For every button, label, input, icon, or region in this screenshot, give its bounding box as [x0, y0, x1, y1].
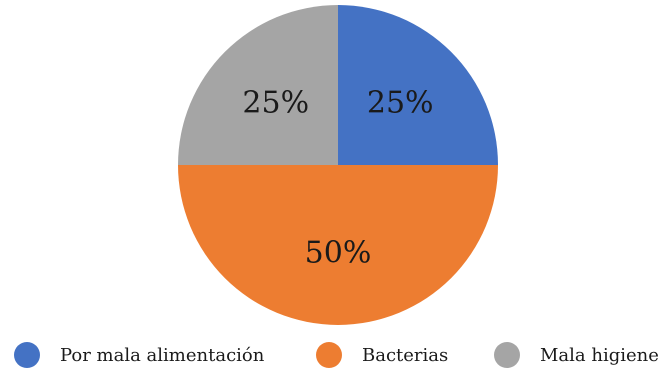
data-label-mala-higiene: 25%	[242, 85, 309, 120]
legend-item-bacterias: Bacterias	[316, 338, 448, 372]
legend-item-por-mala-alimentacion: Por mala alimentación	[14, 338, 264, 372]
legend-swatch-mala-higiene	[494, 342, 520, 368]
legend-label-mala-higiene: Mala higiene	[540, 344, 659, 366]
legend-label-por-mala-alimentacion: Por mala alimentación	[60, 344, 265, 366]
legend: Por mala alimentación Bacterias Mala hig…	[0, 338, 664, 372]
legend-swatch-bacterias	[316, 342, 342, 368]
legend-item-mala-higiene: Mala higiene	[494, 338, 659, 372]
pie-slice-por-mala-alimentacion	[338, 5, 498, 165]
data-label-bacterias: 50%	[305, 236, 372, 271]
pie-slice-bacterias	[178, 165, 498, 325]
data-label-por-mala-alimentacion: 25%	[367, 85, 434, 120]
legend-swatch-por-mala-alimentacion	[14, 342, 40, 368]
legend-label-bacterias: Bacterias	[362, 344, 449, 366]
pie-slice-mala-higiene	[178, 5, 338, 165]
